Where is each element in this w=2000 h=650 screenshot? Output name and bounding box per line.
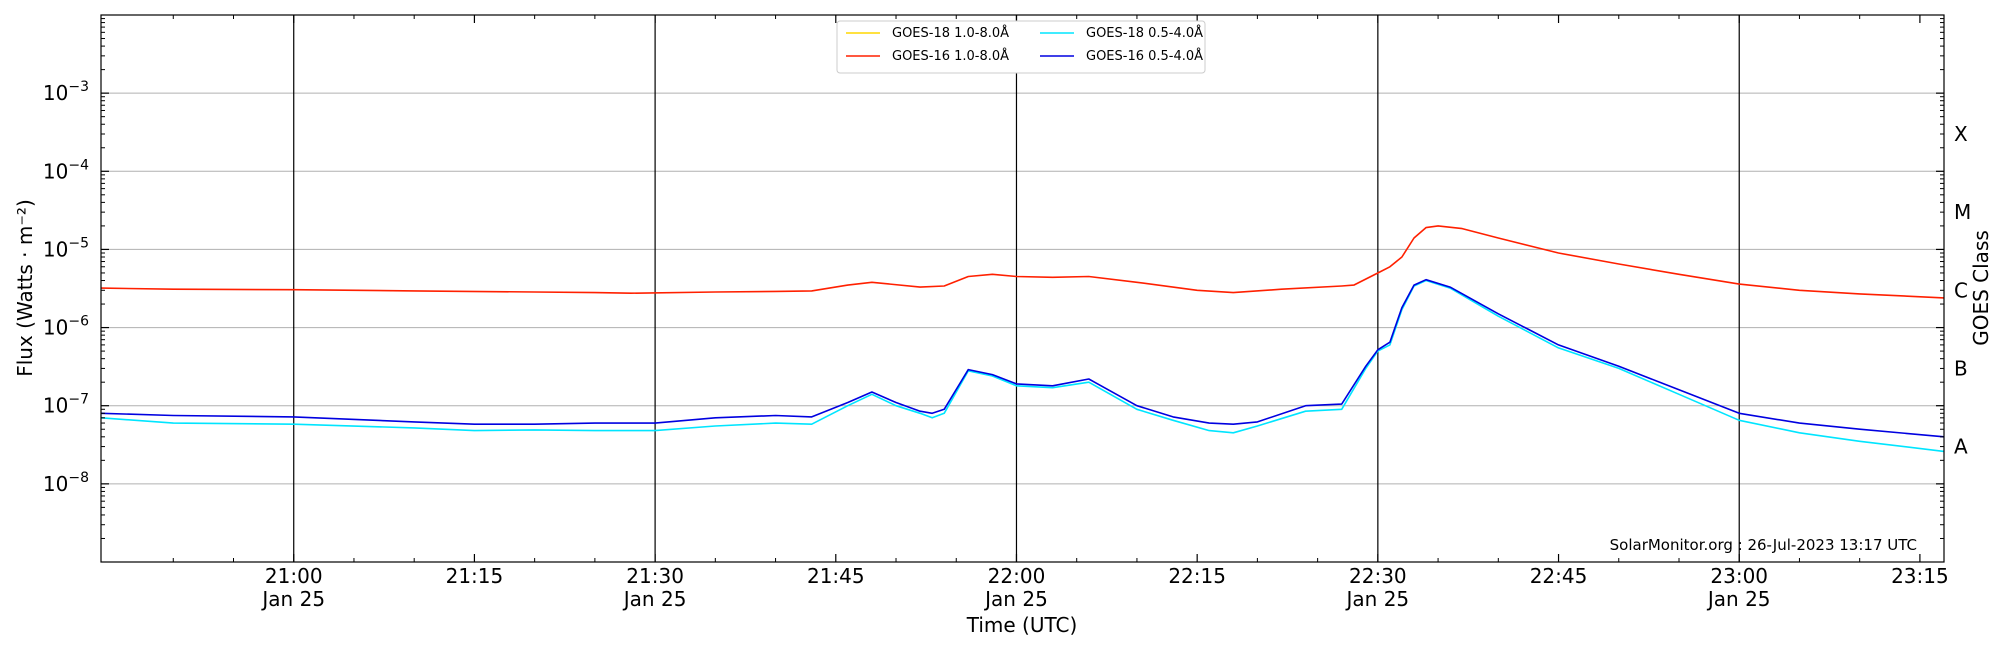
goes-class-label: A [1954, 435, 1968, 459]
x-tick-label: 21:00 [265, 564, 323, 588]
y-tick-label: 10−8 [43, 470, 89, 496]
legend-label-2: GOES-18 0.5-4.0Å [1086, 25, 1203, 41]
y-tick-label: 10−5 [43, 235, 89, 261]
goes-class-label: M [1954, 200, 1971, 224]
goes-class-label: C [1954, 278, 1968, 302]
x-tick-label: 22:45 [1530, 564, 1588, 588]
x-tick-label: 22:15 [1168, 564, 1226, 588]
goes-class-label: B [1954, 356, 1968, 380]
x-tick-label: 21:15 [446, 564, 504, 588]
x-tick-label: 22:00 [988, 564, 1046, 588]
legend-box [836, 20, 1206, 74]
x-tick-date-label: Jan 25 [622, 587, 687, 611]
x-tick-date-label: Jan 25 [983, 587, 1048, 611]
y-tick-label: 10−3 [43, 79, 89, 105]
legend: GOES-18 1.0-8.0Å GOES-16 1.0-8.0Å GOES-18 … [836, 20, 1206, 74]
y-tick-label: 10−4 [43, 157, 89, 183]
x-tick-label: 23:00 [1710, 564, 1768, 588]
legend-label-1: GOES-16 1.0-8.0Å [892, 48, 1009, 64]
series-layer [100, 225, 1945, 453]
legend-label-0: GOES-18 1.0-8.0Å [892, 25, 1009, 41]
x-tick-date-label: Jan 25 [1706, 587, 1771, 611]
y-axis-ticks: 10−8 10−7 10−6 10−5 10−4 10−3 [43, 18, 1944, 539]
legend-items: GOES-18 1.0-8.0Å GOES-16 1.0-8.0Å GOES-18 … [846, 25, 1203, 64]
legend-label-3: GOES-16 0.5-4.0Å [1086, 48, 1203, 64]
goes-class-labels: A B C M X [1954, 122, 1971, 459]
grid-layer [101, 92, 1944, 485]
watermark-text: SolarMonitor.org : 26-Jul-2023 13:17 UTC [1610, 536, 1917, 554]
y-tick-label: 10−6 [43, 314, 89, 340]
x-tick-date-label: Jan 25 [1345, 587, 1410, 611]
vertical-time-markers [293, 15, 1740, 562]
x-tick-label: 23:15 [1891, 564, 1949, 588]
series-line-1 [100, 225, 1945, 299]
x-tick-label: 21:45 [807, 564, 865, 588]
x-tick-label: 21:30 [626, 564, 684, 588]
goes-class-label: X [1954, 122, 1968, 146]
x-tick-label: 22:30 [1349, 564, 1407, 588]
series-line-3 [100, 278, 1945, 438]
series-line-2 [100, 279, 1945, 453]
x-tick-date-label: Jan 25 [260, 587, 325, 611]
plot-frame [100, 14, 1945, 563]
y-tick-label: 10−7 [43, 392, 89, 418]
goes-class-axis-title: GOES Class [1969, 230, 1993, 346]
y-axis-title: Flux (Watts · m⁻²) [13, 199, 37, 377]
x-axis-title: Time (UTC) [966, 613, 1078, 637]
